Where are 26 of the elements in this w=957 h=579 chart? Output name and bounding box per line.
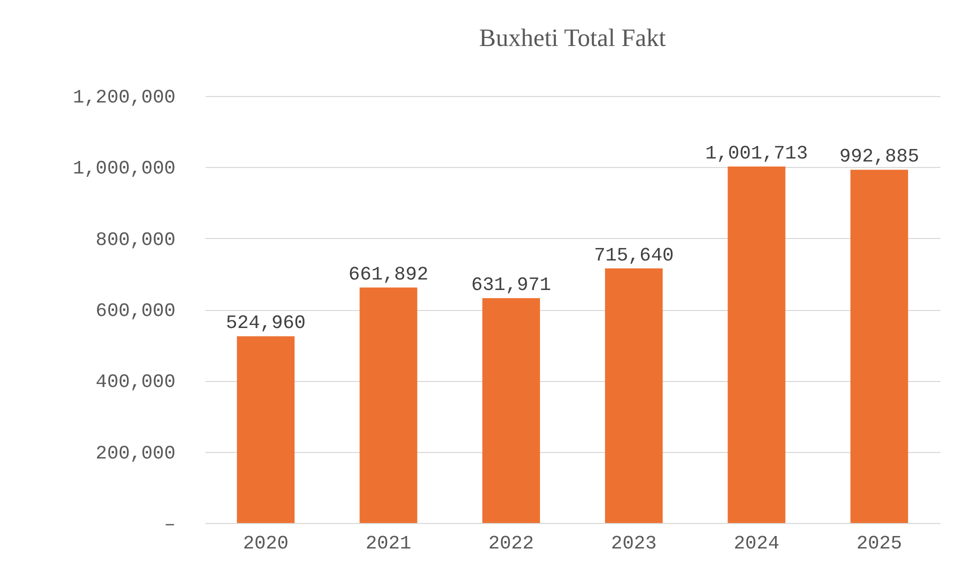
chart-title: Buxheti Total Fakt [479, 25, 666, 52]
bar [850, 170, 908, 523]
x-tick-label: 2020 [242, 532, 289, 554]
y-tick-label: 1,200,000 [72, 86, 176, 108]
x-tick-label: 2022 [488, 532, 534, 554]
data-label: 524,960 [226, 312, 306, 334]
y-tick-label: 600,000 [96, 300, 176, 322]
data-label: 1,001,713 [705, 142, 808, 165]
data-label: 992,885 [839, 146, 920, 168]
bar [360, 287, 418, 523]
y-tick-label: – [164, 514, 176, 536]
x-tick-label: 2025 [856, 532, 902, 554]
x-tick-label: 2021 [366, 532, 412, 554]
y-tick-label: 200,000 [96, 442, 176, 464]
x-tick-label: 2024 [734, 532, 780, 554]
data-label: 661,892 [348, 263, 428, 286]
y-tick-label: 400,000 [96, 371, 176, 394]
bar [605, 268, 663, 523]
y-tick-label: 800,000 [96, 228, 176, 251]
data-label: 715,640 [594, 244, 674, 266]
x-tick-label: 2023 [611, 532, 657, 554]
bar [728, 166, 786, 523]
y-tick-label: 1,000,000 [72, 158, 176, 180]
data-label: 631,971 [471, 274, 552, 296]
bar [236, 336, 295, 523]
bar [482, 298, 540, 523]
